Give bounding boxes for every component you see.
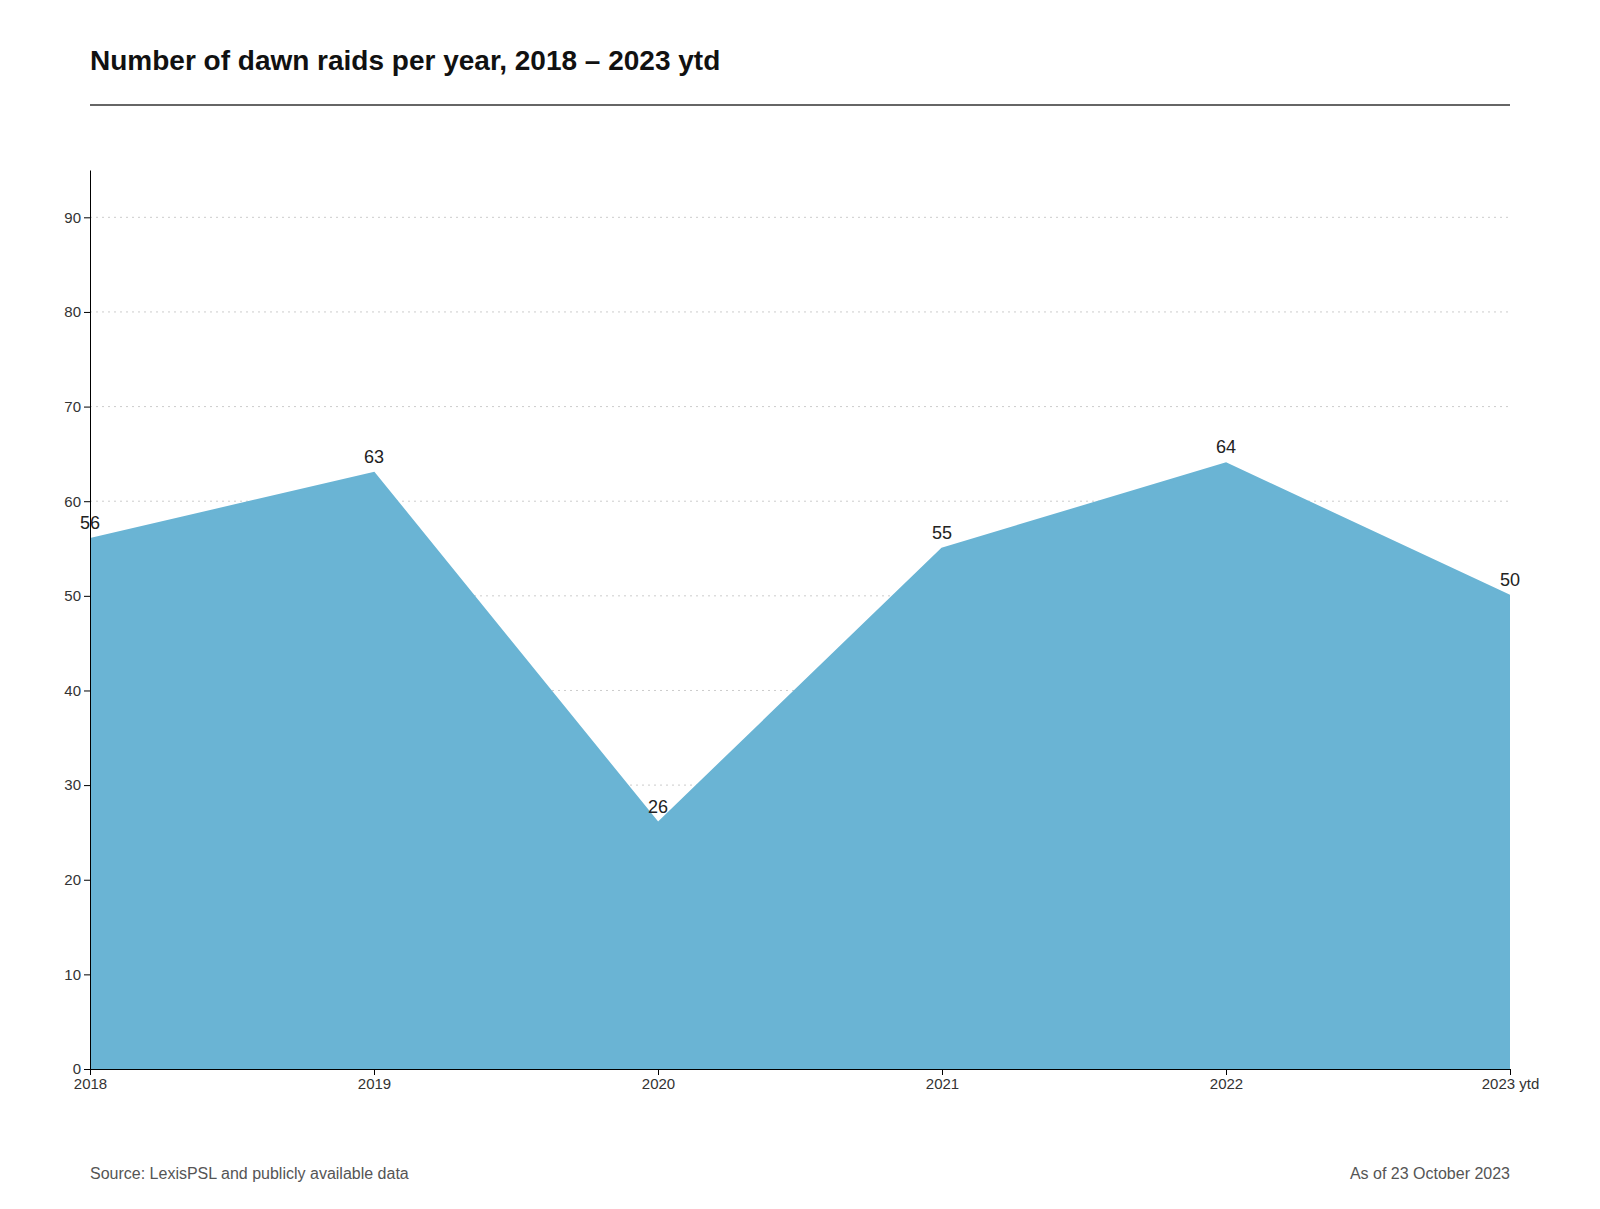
x-tick-label: 2020 bbox=[642, 1075, 675, 1092]
y-tick: 30 bbox=[64, 776, 90, 793]
x-tick-label: 2018 bbox=[74, 1075, 107, 1092]
x-tick: 2022 bbox=[1210, 1069, 1243, 1092]
line bbox=[90, 463, 1510, 823]
y-axis: 0102030405060708090 bbox=[64, 171, 90, 1078]
y-tick-mark bbox=[84, 596, 90, 597]
y-tick: 80 bbox=[64, 303, 90, 320]
grid-line bbox=[90, 217, 1510, 218]
y-tick-label: 60 bbox=[64, 493, 81, 510]
source-note: Source: LexisPSL and publicly available … bbox=[90, 1165, 409, 1182]
y-tick-mark bbox=[84, 217, 90, 218]
x-tick-label: 2023 ytd bbox=[1482, 1075, 1540, 1092]
data-label: 55 bbox=[932, 523, 952, 543]
y-tick: 90 bbox=[64, 209, 90, 226]
y-tick-label: 30 bbox=[64, 776, 81, 793]
y-tick: 70 bbox=[64, 398, 90, 415]
y-tick-label: 40 bbox=[64, 682, 81, 699]
title-rule bbox=[90, 104, 1510, 106]
data-label: 63 bbox=[364, 447, 384, 467]
grid-line bbox=[90, 406, 1510, 407]
x-tick-label: 2019 bbox=[358, 1075, 391, 1092]
x-tick: 2021 bbox=[926, 1069, 959, 1092]
data-labels: 56 63 26 55 64 50 bbox=[80, 437, 1520, 817]
marks bbox=[90, 463, 1510, 1069]
x-axis: 2018 2019 2020 2021 2022 2023 ytd bbox=[74, 1069, 1539, 1092]
y-tick-label: 70 bbox=[64, 398, 81, 415]
y-tick-label: 10 bbox=[64, 966, 81, 983]
y-tick-mark bbox=[84, 974, 90, 975]
plot: 0102030405060708090201820192020202120222… bbox=[64, 171, 1539, 1092]
y-tick-mark bbox=[84, 501, 90, 502]
y-tick-mark bbox=[84, 690, 90, 691]
title: Number of dawn raids per year, 2018 – 20… bbox=[90, 45, 720, 76]
x-tick: 2019 bbox=[358, 1069, 391, 1092]
grid bbox=[90, 217, 1510, 1069]
data-label: 64 bbox=[1216, 437, 1236, 457]
y-tick-mark bbox=[84, 1069, 90, 1070]
y-tick-mark bbox=[84, 785, 90, 786]
area bbox=[90, 463, 1510, 1069]
y-tick: 20 bbox=[64, 871, 90, 888]
y-tick-mark bbox=[84, 312, 90, 313]
x-axis-line bbox=[91, 1069, 1511, 1070]
y-axis-line bbox=[90, 171, 91, 1070]
y-tick-label: 80 bbox=[64, 303, 81, 320]
y-tick-label: 90 bbox=[64, 209, 81, 226]
x-tick: 2023 ytd bbox=[1482, 1069, 1540, 1092]
y-tick-mark bbox=[84, 880, 90, 881]
data-label: 50 bbox=[1500, 570, 1520, 590]
x-tick-label: 2022 bbox=[1210, 1075, 1243, 1092]
x-tick-label: 2021 bbox=[926, 1075, 959, 1092]
x-tick: 2018 bbox=[74, 1069, 107, 1092]
y-tick: 10 bbox=[64, 966, 90, 983]
y-tick-label: 20 bbox=[64, 871, 81, 888]
y-tick: 60 bbox=[64, 493, 90, 510]
x-tick: 2020 bbox=[642, 1069, 675, 1092]
y-tick-mark bbox=[84, 407, 90, 408]
y-tick-label: 50 bbox=[64, 587, 81, 604]
data-label: 26 bbox=[648, 797, 668, 817]
chart: Number of dawn raids per year, 2018 – 20… bbox=[0, 0, 1600, 1209]
date-note: As of 23 October 2023 bbox=[1350, 1165, 1510, 1182]
grid-line bbox=[90, 311, 1510, 312]
data-label: 56 bbox=[80, 513, 100, 533]
y-tick: 50 bbox=[64, 587, 90, 604]
y-tick: 40 bbox=[64, 682, 90, 699]
